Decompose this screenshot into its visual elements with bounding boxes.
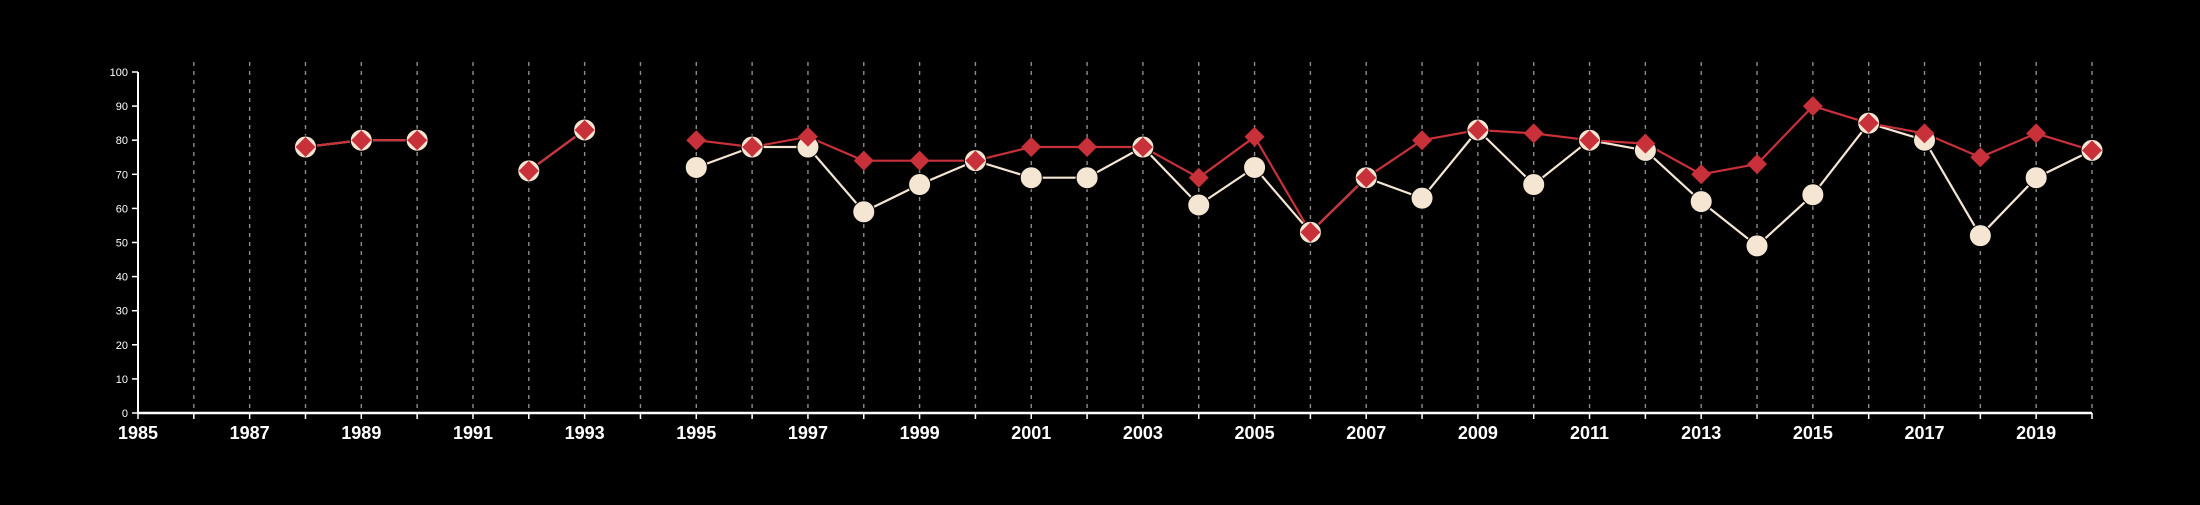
diamond-marker-2020	[2082, 140, 2102, 161]
y-tick-label-10: 10	[116, 374, 128, 386]
y-tick-label-90: 90	[116, 101, 128, 113]
diamond-marker-1993	[574, 119, 595, 140]
diamond-marker-1997	[797, 126, 818, 147]
x-tick-label-2009: 2009	[1458, 423, 1498, 443]
x-tick-label-1985: 1985	[118, 423, 158, 443]
diamond-marker-1988	[295, 137, 316, 158]
y-tick-label-80: 80	[116, 135, 128, 147]
x-tick-label-2017: 2017	[1904, 423, 1944, 443]
diamond-marker-2008	[1412, 130, 1433, 151]
diamond-marker-2004	[1188, 167, 1209, 188]
x-tick-label-1989: 1989	[341, 423, 381, 443]
diamond-marker-2007	[1356, 167, 1377, 188]
x-tick-label-2007: 2007	[1346, 423, 1386, 443]
diamond-marker-2005	[1244, 126, 1265, 147]
circle-marker-2010	[1522, 173, 1546, 197]
diamond-marker-1996	[742, 137, 763, 158]
circle-marker-1998	[852, 200, 876, 224]
circle-marker-2014	[1745, 234, 1769, 258]
y-tick-label-70: 70	[116, 169, 128, 181]
x-tick-label-2015: 2015	[1793, 423, 1833, 443]
x-tick-label-2005: 2005	[1235, 423, 1275, 443]
diamond-marker-1992	[518, 160, 539, 181]
x-tick-label-2013: 2013	[1681, 423, 1721, 443]
y-tick-label-50: 50	[116, 238, 128, 250]
diamond-marker-2003	[1132, 137, 1153, 158]
diamond-marker-2009	[1467, 119, 1488, 140]
y-tick-label-60: 60	[116, 203, 128, 215]
diamond-marker-2013	[1691, 164, 1712, 185]
diamond-marker-1990	[407, 130, 428, 151]
diamond-marker-2001	[1021, 137, 1042, 158]
circle-marker-2008	[1410, 186, 1434, 210]
diamond-marker-2006	[1300, 222, 1321, 243]
circle-marker-2004	[1187, 193, 1211, 217]
circle-marker-1995	[684, 155, 708, 179]
x-tick-label-2003: 2003	[1123, 423, 1163, 443]
diamond-marker-2017	[1914, 123, 1935, 144]
y-tick-label-0: 0	[122, 408, 128, 420]
diamond-marker-2015	[1802, 96, 1823, 117]
x-tick-label-1995: 1995	[676, 423, 716, 443]
circle-marker-2015	[1801, 183, 1825, 207]
y-tick-label-30: 30	[116, 306, 128, 318]
x-tick-label-2011: 2011	[1570, 423, 1609, 443]
diamond-marker-2016	[1858, 113, 1879, 134]
x-tick-label-2001: 2001	[1011, 423, 1051, 443]
diamond-marker-2010	[1523, 123, 1544, 144]
x-tick-label-1993: 1993	[565, 423, 605, 443]
series-circle-line-segment-2	[695, 122, 2093, 247]
y-tick-label-20: 20	[116, 340, 128, 352]
x-tick-label-1997: 1997	[788, 423, 828, 443]
y-tick-label-100: 100	[110, 67, 128, 79]
diamond-marker-2011	[1579, 130, 1600, 151]
circle-marker-2019	[2024, 166, 2048, 190]
grid-layer	[193, 62, 2093, 413]
y-tick-label-40: 40	[116, 272, 128, 284]
diamond-marker-2018	[1970, 147, 1991, 168]
diamond-marker-1998	[853, 150, 874, 171]
x-tick-label-1987: 1987	[230, 423, 270, 443]
diamond-marker-2002	[1077, 137, 1098, 158]
diamond-marker-2000	[965, 150, 986, 171]
series-diamond-line-segment-2	[696, 104, 2093, 234]
diamond-marker-1999	[909, 150, 930, 171]
diamond-marker-1989	[351, 130, 372, 151]
circle-marker-2005	[1243, 155, 1267, 179]
x-tick-label-1991: 1991	[453, 423, 493, 443]
diamond-marker-1995	[686, 130, 707, 151]
circle-marker-1999	[908, 173, 932, 197]
x-tick-label-2019: 2019	[2016, 423, 2056, 443]
diamond-marker-2019	[2026, 123, 2047, 144]
circle-marker-2001	[1019, 166, 1043, 190]
circle-marker-2013	[1689, 190, 1713, 214]
series-markers	[293, 96, 2104, 258]
diamond-marker-2012	[1635, 133, 1656, 154]
circle-marker-2018	[1968, 224, 1992, 248]
axes: 0 10 20 30 40 50 60 70 80 90 100 1985 1987 1989 1991 19…	[110, 67, 2093, 443]
x-tick-label-1999: 1999	[900, 423, 940, 443]
series-diamond-line-segment-1	[528, 129, 586, 172]
diamond-marker-2014	[1747, 154, 1768, 175]
circle-marker-2002	[1075, 166, 1099, 190]
